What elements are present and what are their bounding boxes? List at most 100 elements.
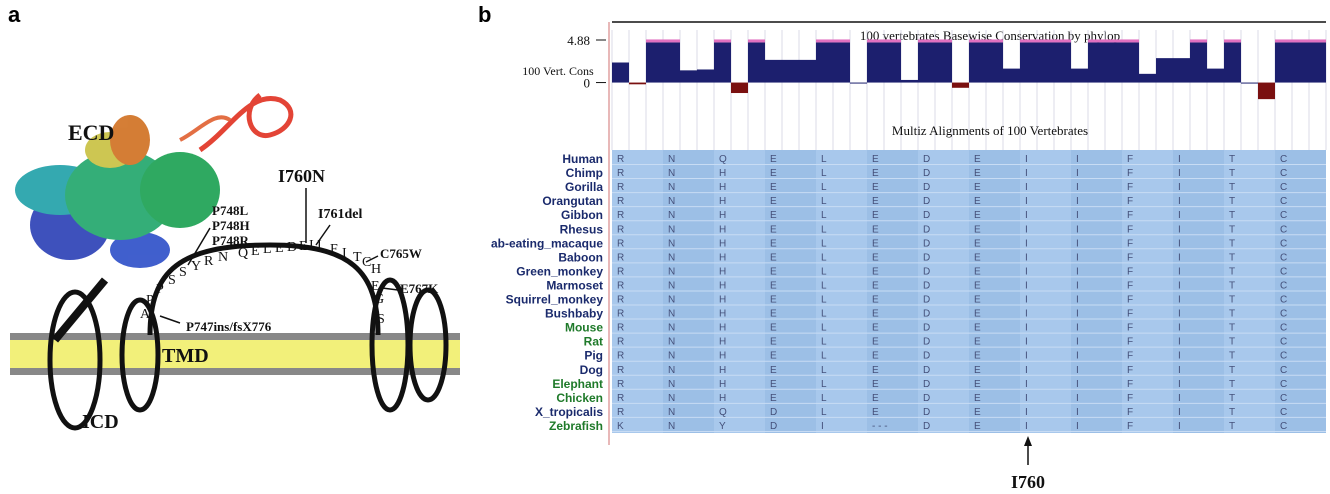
aligned-residue: E	[974, 421, 981, 432]
aligned-residue: D	[923, 196, 930, 207]
aligned-residue: F	[1127, 421, 1133, 432]
aligned-residue: I	[1076, 337, 1079, 348]
residue: I	[342, 246, 347, 261]
aligned-residue: E	[770, 182, 777, 193]
aligned-residue: I	[1076, 252, 1079, 263]
aligned-residue: H	[719, 295, 726, 306]
aligned-residue: T	[1229, 154, 1235, 165]
aligned-residue: I	[1076, 196, 1079, 207]
panel-label: b	[478, 2, 491, 27]
conservation-bar	[833, 42, 850, 82]
conservation-bar	[901, 80, 918, 83]
species-name: Rat	[584, 335, 603, 349]
aligned-residue: R	[617, 196, 624, 207]
bar-cap	[986, 39, 1003, 42]
aligned-residue: H	[719, 351, 726, 362]
aligned-residue: F	[1127, 196, 1133, 207]
aligned-residue: L	[821, 351, 827, 362]
aligned-residue: E	[770, 351, 777, 362]
aligned-residue: Y	[719, 421, 726, 432]
aligned-residue: E	[974, 210, 981, 221]
conservation-bar	[1224, 42, 1241, 82]
aligned-residue: E	[974, 379, 981, 390]
residue: L	[263, 242, 272, 257]
residue: Q	[238, 246, 248, 261]
aligned-residue: I	[1178, 168, 1181, 179]
aligned-residue: E	[872, 196, 879, 207]
mutation-label: I760N	[278, 166, 325, 186]
conservation-bar	[1309, 42, 1326, 82]
aligned-residue: I	[1178, 309, 1181, 320]
aligned-residue: I	[1076, 266, 1079, 277]
conservation-bar	[680, 70, 697, 82]
aligned-residue: D	[923, 224, 930, 235]
aligned-residue: R	[617, 309, 624, 320]
aligned-residue: I	[1076, 351, 1079, 362]
aligned-residue: C	[1280, 393, 1287, 404]
aligned-residue: E	[770, 238, 777, 249]
conservation-bar	[782, 60, 799, 83]
aligned-residue: H	[719, 252, 726, 263]
aligned-residue: - - -	[872, 421, 888, 432]
aligned-residue: E	[872, 224, 879, 235]
aligned-residue: R	[617, 154, 624, 165]
residue: I	[309, 238, 314, 253]
aligned-residue: D	[923, 337, 930, 348]
aligned-residue: I	[1076, 238, 1079, 249]
aligned-residue: T	[1229, 280, 1235, 291]
aligned-residue: N	[668, 393, 675, 404]
aligned-residue: C	[1280, 309, 1287, 320]
bar-cap	[867, 39, 884, 42]
residue: S	[377, 312, 385, 327]
aligned-residue: E	[974, 252, 981, 263]
aligned-residue: I	[1076, 365, 1079, 376]
aligned-residue: I	[1076, 210, 1079, 221]
aligned-residue: R	[617, 252, 624, 263]
aligned-residue: D	[923, 295, 930, 306]
aligned-residue: T	[1229, 252, 1235, 263]
aligned-residue: E	[770, 266, 777, 277]
aligned-residue: I	[1178, 393, 1181, 404]
conservation-bar	[1020, 42, 1037, 82]
aligned-residue: I	[1178, 154, 1181, 165]
aligned-residue: L	[821, 252, 827, 263]
aligned-residue: I	[1076, 407, 1079, 418]
aligned-residue: D	[923, 379, 930, 390]
aligned-residue: N	[668, 196, 675, 207]
aligned-residue: D	[923, 210, 930, 221]
species-name: Chimp	[566, 166, 603, 180]
aligned-residue: N	[668, 182, 675, 193]
aligned-residue: E	[974, 224, 981, 235]
residue: S	[179, 265, 187, 280]
conservation-bar	[1003, 69, 1020, 83]
aligned-residue: K	[617, 421, 624, 432]
aligned-residue: R	[617, 224, 624, 235]
aligned-residue: D	[770, 407, 777, 418]
aligned-residue: N	[668, 238, 675, 249]
aligned-residue: E	[974, 154, 981, 165]
mutation-label: C765W	[380, 246, 422, 261]
bar-cap	[1122, 39, 1139, 42]
aligned-residue: F	[1127, 407, 1133, 418]
aligned-residue: L	[821, 168, 827, 179]
aligned-residue: E	[770, 393, 777, 404]
bar-cap	[1224, 39, 1241, 42]
aligned-residue: R	[617, 210, 624, 221]
aligned-residue: E	[770, 196, 777, 207]
conservation-bar	[867, 42, 884, 82]
aligned-residue: E	[770, 295, 777, 306]
species-name: Green_monkey	[516, 264, 603, 278]
aligned-residue: E	[974, 351, 981, 362]
aligned-residue: F	[1127, 280, 1133, 291]
aligned-residue: N	[668, 252, 675, 263]
aligned-residue: F	[1127, 224, 1133, 235]
aligned-residue: D	[923, 407, 930, 418]
aligned-residue: I	[1178, 238, 1181, 249]
marker-head	[1024, 436, 1032, 446]
aligned-residue: E	[974, 182, 981, 193]
aligned-residue: F	[1127, 238, 1133, 249]
aligned-residue: H	[719, 224, 726, 235]
aligned-residue: D	[770, 421, 777, 432]
aligned-residue: N	[668, 309, 675, 320]
aligned-residue: E	[974, 393, 981, 404]
